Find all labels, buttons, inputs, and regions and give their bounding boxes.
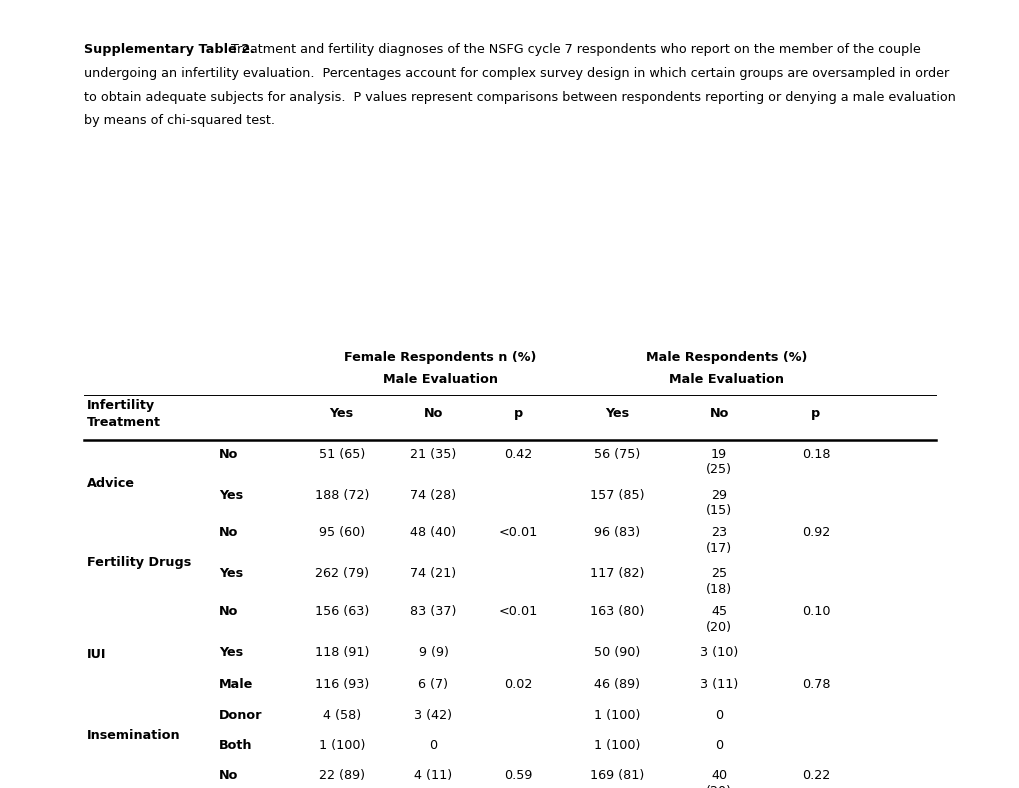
Text: Both: Both (219, 739, 253, 752)
Text: 22 (89): 22 (89) (318, 769, 365, 782)
Text: 48 (40): 48 (40) (410, 526, 457, 539)
Text: No: No (219, 448, 238, 460)
Text: p: p (810, 407, 820, 419)
Text: (18): (18) (705, 583, 732, 596)
Text: Yes: Yes (219, 646, 244, 659)
Text: (20): (20) (705, 785, 732, 788)
Text: 21 (35): 21 (35) (410, 448, 457, 460)
Text: 50 (90): 50 (90) (593, 646, 640, 659)
Text: 56 (75): 56 (75) (593, 448, 640, 460)
Text: p: p (513, 407, 523, 419)
Text: (25): (25) (705, 463, 732, 476)
Text: (15): (15) (705, 504, 732, 517)
Text: Treatment: Treatment (87, 416, 161, 429)
Text: 74 (21): 74 (21) (410, 567, 457, 580)
Text: Treatment and fertility diagnoses of the NSFG cycle 7 respondents who report on : Treatment and fertility diagnoses of the… (223, 43, 920, 56)
Text: 4 (58): 4 (58) (322, 709, 361, 722)
Text: 188 (72): 188 (72) (314, 489, 369, 501)
Text: 156 (63): 156 (63) (314, 605, 369, 618)
Text: 0.02: 0.02 (503, 678, 532, 690)
Text: Male Evaluation: Male Evaluation (668, 373, 784, 385)
Text: to obtain adequate subjects for analysis.  P values represent comparisons betwee: to obtain adequate subjects for analysis… (84, 91, 955, 103)
Text: 0.78: 0.78 (801, 678, 829, 690)
Text: Male Evaluation: Male Evaluation (382, 373, 497, 385)
Text: Yes: Yes (329, 407, 354, 419)
Text: Advice: Advice (87, 478, 135, 490)
Text: Female Respondents n (%): Female Respondents n (%) (343, 351, 536, 363)
Text: No: No (219, 605, 238, 618)
Text: (20): (20) (705, 621, 732, 634)
Text: 45: 45 (710, 605, 727, 618)
Text: Yes: Yes (604, 407, 629, 419)
Text: 1 (100): 1 (100) (318, 739, 365, 752)
Text: 23: 23 (710, 526, 727, 539)
Text: 95 (60): 95 (60) (318, 526, 365, 539)
Text: Donor: Donor (219, 709, 263, 722)
Text: 6 (7): 6 (7) (418, 678, 448, 690)
Text: 83 (37): 83 (37) (410, 605, 457, 618)
Text: 0.18: 0.18 (801, 448, 829, 460)
Text: undergoing an infertility evaluation.  Percentages account for complex survey de: undergoing an infertility evaluation. Pe… (84, 67, 948, 80)
Text: 0.22: 0.22 (801, 769, 829, 782)
Text: 163 (80): 163 (80) (589, 605, 644, 618)
Text: Infertility: Infertility (87, 399, 155, 411)
Text: Supplementary Table 2.: Supplementary Table 2. (84, 43, 255, 56)
Text: 29: 29 (710, 489, 727, 501)
Text: 40: 40 (710, 769, 727, 782)
Text: 4 (11): 4 (11) (414, 769, 452, 782)
Text: 118 (91): 118 (91) (314, 646, 369, 659)
Text: 96 (83): 96 (83) (593, 526, 640, 539)
Text: 9 (9): 9 (9) (418, 646, 448, 659)
Text: 262 (79): 262 (79) (315, 567, 368, 580)
Text: 117 (82): 117 (82) (589, 567, 644, 580)
Text: 51 (65): 51 (65) (318, 448, 365, 460)
Text: 116 (93): 116 (93) (314, 678, 369, 690)
Text: 3 (42): 3 (42) (414, 709, 452, 722)
Text: 0: 0 (714, 739, 722, 752)
Text: 0: 0 (714, 709, 722, 722)
Text: 46 (89): 46 (89) (593, 678, 640, 690)
Text: IUI: IUI (87, 648, 106, 660)
Text: Insemination: Insemination (87, 730, 180, 742)
Text: <0.01: <0.01 (498, 526, 537, 539)
Text: Male Respondents (%): Male Respondents (%) (645, 351, 807, 363)
Text: No: No (219, 769, 238, 782)
Text: 25: 25 (710, 567, 727, 580)
Text: 1 (100): 1 (100) (593, 709, 640, 722)
Text: Yes: Yes (219, 489, 244, 501)
Text: <0.01: <0.01 (498, 605, 537, 618)
Text: 169 (81): 169 (81) (589, 769, 644, 782)
Text: No: No (424, 407, 442, 419)
Text: Yes: Yes (219, 567, 244, 580)
Text: 3 (11): 3 (11) (699, 678, 738, 690)
Text: 19: 19 (710, 448, 727, 460)
Text: 1 (100): 1 (100) (593, 739, 640, 752)
Text: 0: 0 (429, 739, 437, 752)
Text: 74 (28): 74 (28) (410, 489, 457, 501)
Text: (17): (17) (705, 542, 732, 555)
Text: 3 (10): 3 (10) (699, 646, 738, 659)
Text: No: No (219, 526, 238, 539)
Text: Male: Male (219, 678, 254, 690)
Text: 0.10: 0.10 (801, 605, 829, 618)
Text: 157 (85): 157 (85) (589, 489, 644, 501)
Text: No: No (709, 407, 728, 419)
Text: 0.92: 0.92 (801, 526, 829, 539)
Text: 0.42: 0.42 (503, 448, 532, 460)
Text: 0.59: 0.59 (503, 769, 532, 782)
Text: by means of chi-squared test.: by means of chi-squared test. (84, 114, 274, 127)
Text: Fertility Drugs: Fertility Drugs (87, 556, 191, 569)
